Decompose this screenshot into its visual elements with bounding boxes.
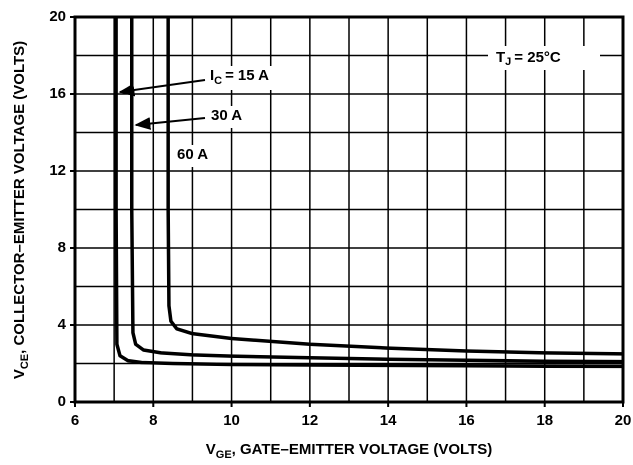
y-axis-label: VCE, COLLECTOR–EMITTER VOLTAGE (VOLTS) [11, 41, 31, 379]
x-tick-label: 18 [536, 412, 553, 429]
current-label: IC = 15 A [210, 67, 269, 87]
curve [114, 17, 624, 369]
x-tick-label: 6 [71, 412, 79, 429]
y-tick-label: 0 [58, 393, 66, 410]
label-bg [208, 106, 250, 128]
temperature-note: TJ = 25°C [496, 49, 561, 68]
curve [166, 17, 624, 356]
label-bg [206, 66, 298, 90]
series-label: 60 A [177, 146, 208, 163]
x-tick-label: 8 [149, 412, 157, 429]
series-label: 30 A [211, 107, 242, 124]
y-tick-label: 8 [58, 239, 66, 256]
x-tick-label: 10 [223, 412, 240, 429]
y-tick-label: 20 [49, 8, 66, 25]
y-tick-label: 12 [49, 162, 66, 179]
y-tick-label: 16 [49, 85, 66, 102]
x-tick-label: 16 [458, 412, 475, 429]
arrow [134, 117, 206, 130]
label-bg [174, 145, 216, 167]
arrow [118, 79, 206, 97]
y-tick-label: 4 [58, 316, 67, 333]
x-tick-label: 12 [302, 412, 319, 429]
x-tick-label: 14 [380, 412, 397, 429]
plot-frame [73, 15, 625, 404]
x-tick-label: 20 [615, 412, 632, 429]
x-axis-label: VGE, GATE–EMITTER VOLTAGE (VOLTS) [206, 441, 492, 461]
note-bg [488, 46, 600, 70]
curve [130, 17, 624, 364]
